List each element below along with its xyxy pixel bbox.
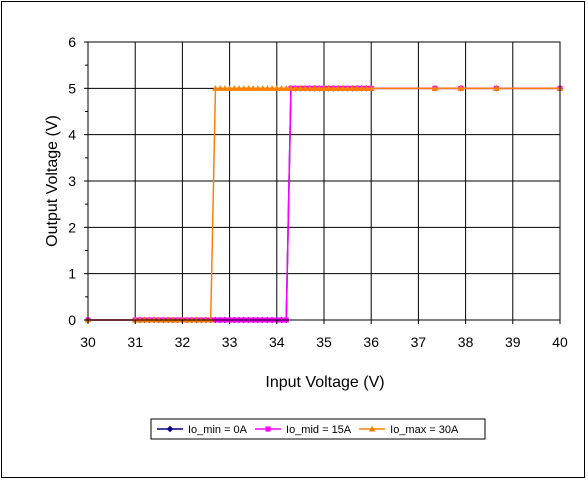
data-point [221,85,229,91]
data-point [368,85,375,91]
data-point [259,85,266,91]
data-point [301,85,309,91]
x-tick-label: 40 [552,334,568,350]
y-tick-label: 2 [68,219,76,235]
data-point [278,85,285,91]
data-point [292,85,299,91]
data-point [493,85,500,91]
legend-label: Io_max = 30A [390,424,459,436]
data-point [268,85,276,91]
x-tick-label: 30 [80,334,96,350]
data-point [287,85,295,91]
data-point [311,85,318,91]
x-tick-label: 38 [458,334,474,350]
data-point [316,85,323,91]
grid [87,41,561,321]
x-axis-title: Input Voltage (V) [265,374,384,391]
y-tick-label: 6 [68,34,76,50]
data-point [330,85,337,91]
y-tick-label: 5 [68,80,76,96]
data-point [250,85,257,91]
y-tick-label: 1 [68,266,76,282]
x-tick-label: 37 [411,334,427,350]
data-point [306,85,314,91]
data-point [245,85,252,91]
x-tick-label: 31 [127,334,143,350]
x-tick-label: 35 [316,334,332,350]
data-point [339,85,347,91]
data-point [358,85,365,91]
data-point [325,85,332,91]
y-tick-label: 3 [68,173,76,189]
x-tick-label: 34 [269,334,285,350]
data-point [254,85,262,91]
data-point [363,85,370,91]
data-point [235,85,243,91]
y-axis-title: Output Voltage (V) [44,115,61,247]
data-point [431,85,439,91]
legend-marker [265,426,271,432]
data-point [334,85,342,91]
data-point [216,85,224,91]
legend-label: Io_mid = 15A [286,424,352,436]
data-point [231,85,238,91]
data-point [273,85,280,91]
data-point [349,85,356,91]
data-point [344,85,351,91]
data-point [320,85,328,91]
legend-box [150,418,486,440]
data-point [457,85,465,91]
data-point [212,85,219,91]
x-tick-label: 33 [222,334,238,350]
x-tick-label: 32 [175,334,191,350]
legend-marker [166,425,174,433]
data-point [297,85,304,91]
legend-marker [368,425,376,432]
x-tick-label: 39 [505,334,521,350]
data-point [264,85,271,91]
data-point [283,85,290,91]
x-tick-label: 36 [363,334,379,350]
y-tick-label: 0 [68,312,76,328]
legend: Io_min = 0A Io_mid = 15A Io_max = 30A [150,418,486,440]
legend-label: Io_min = 0A [188,424,248,436]
data-point [353,85,361,91]
data-point [226,85,233,91]
y-tick-label: 4 [68,127,76,143]
data-point [240,85,247,91]
